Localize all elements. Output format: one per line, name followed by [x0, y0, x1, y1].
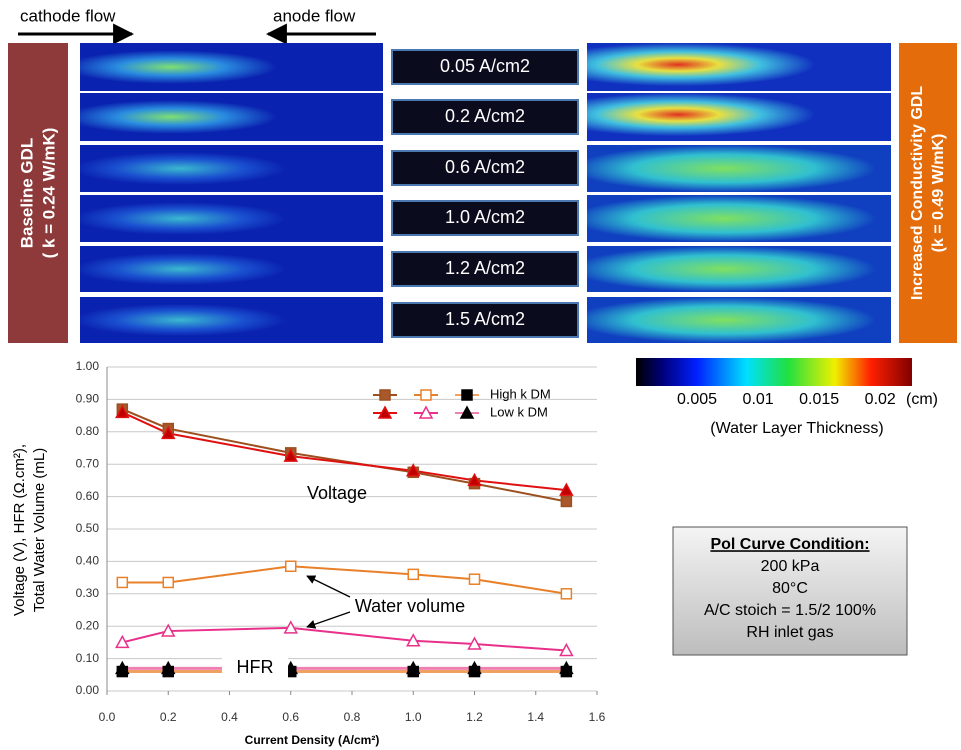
point — [286, 561, 296, 571]
image — [80, 43, 383, 91]
colorbar-tick-label: 0.01 — [743, 391, 774, 408]
density-label: 1.5 A/cm2 — [445, 309, 525, 329]
colorbar-label: (Water Layer Thickness) — [710, 420, 883, 437]
annotation-arrow — [307, 612, 350, 627]
image — [80, 93, 383, 141]
image — [587, 195, 891, 242]
annotation: HFR — [237, 657, 274, 677]
series-line — [122, 628, 566, 651]
point — [408, 569, 418, 579]
chart: 0.00 0.10 0.20 0.30 0.40 0.50 0.60 0.70 0.80 0.90… — [11, 359, 606, 747]
density-label: 0.05 A/cm2 — [440, 56, 530, 76]
x-axis-label: Current Density (A/cm²) — [245, 733, 380, 747]
annotation: Water volume — [355, 596, 465, 616]
image — [587, 246, 891, 292]
point — [117, 577, 127, 587]
point — [470, 574, 480, 584]
y-tick-label: 0.40 — [76, 554, 100, 568]
condition-line: RH inlet gas — [746, 624, 833, 641]
y-axis-label: Voltage (V), HFR (Ω.cm²),Total Water Vol… — [11, 444, 48, 616]
image — [80, 195, 383, 242]
legend-label: High k DM — [490, 386, 551, 401]
colorbar — [636, 358, 912, 386]
legend-label: Low k DM — [490, 404, 548, 419]
legend-marker — [421, 390, 431, 400]
y-tick-label: 0.20 — [76, 618, 100, 632]
point — [561, 589, 571, 599]
point — [163, 577, 173, 587]
y-tick-label: 0.30 — [76, 586, 100, 600]
colorbar-tick-label: 0.02 — [865, 391, 896, 408]
density-label: 0.2 A/cm2 — [445, 106, 525, 126]
colorbar-tick-label: 0.005 — [677, 391, 717, 408]
cathode-label: cathode flow — [20, 6, 116, 25]
x-tick-label: 1.4 — [527, 710, 544, 724]
y-tick-label: 0.10 — [76, 651, 100, 665]
y-axis-label-line: Total Water Volume (mL) — [31, 448, 48, 613]
y-tick-label: 0.90 — [76, 392, 100, 406]
y-axis-label-line: Voltage (V), HFR (Ω.cm²), — [11, 444, 28, 616]
x-tick-label: 1.6 — [589, 710, 606, 724]
colorbar-unit: (cm) — [906, 391, 938, 408]
y-tick-label: 0.80 — [76, 424, 100, 438]
current-density-labels: 0.05 A/cm2 0.2 A/cm2 0.6 A/cm2 1.0 A/cm2 1.2… — [392, 50, 578, 337]
increased-box — [899, 43, 957, 343]
condition-title: Pol Curve Condition: — [710, 536, 869, 553]
condition-line: 80°C — [772, 580, 808, 597]
annotation: Voltage — [307, 483, 367, 503]
y-tick-label: 1.00 — [76, 359, 100, 373]
images — [80, 43, 891, 343]
increased-label: (k = 0.49 W/mK) — [930, 134, 947, 253]
condition-line: A/C stoich = 1.5/2 100% — [704, 602, 876, 619]
figure: cathode flow anode flow Baseline GDL ( k… — [0, 0, 961, 750]
legend-marker — [380, 390, 390, 400]
x-tick-label: 0.6 — [282, 710, 299, 724]
point — [561, 496, 571, 506]
y-tick-label: 0.60 — [76, 489, 100, 503]
y-tick-label: 0.50 — [76, 521, 100, 535]
baseline-label: ( k = 0.24 W/mK) — [39, 128, 58, 259]
image — [80, 246, 383, 292]
density-label: 1.0 A/cm2 — [445, 207, 525, 227]
image — [587, 145, 891, 192]
x-tick-label: 0.0 — [99, 710, 116, 724]
image — [80, 297, 383, 343]
colorbar-ticks: 0.005 0.01 0.015 0.02 — [677, 391, 896, 408]
image — [587, 297, 891, 343]
anode-label: anode flow — [273, 6, 356, 25]
image — [587, 93, 891, 141]
condition-line: 200 kPa — [761, 558, 820, 575]
series-line — [122, 412, 566, 490]
baseline-label: Baseline GDL — [17, 138, 36, 249]
series-line — [122, 566, 566, 594]
y-tick-label: 0.70 — [76, 456, 100, 470]
x-tick-label: 1.0 — [405, 710, 422, 724]
x-tick-label: 0.2 — [160, 710, 177, 724]
x-tick-label: 1.2 — [466, 710, 483, 724]
image — [80, 145, 383, 192]
increased-label: Increased Conductivity GDL — [909, 86, 926, 300]
density-label: 1.2 A/cm2 — [445, 258, 525, 278]
y-tick-label: 0.00 — [76, 683, 100, 697]
x-tick-label: 0.4 — [221, 710, 238, 724]
density-label: 0.6 A/cm2 — [445, 157, 525, 177]
image — [587, 43, 891, 91]
colorbar-tick-label: 0.015 — [799, 391, 839, 408]
x-tick-label: 0.8 — [344, 710, 361, 724]
legend-marker — [462, 390, 472, 400]
